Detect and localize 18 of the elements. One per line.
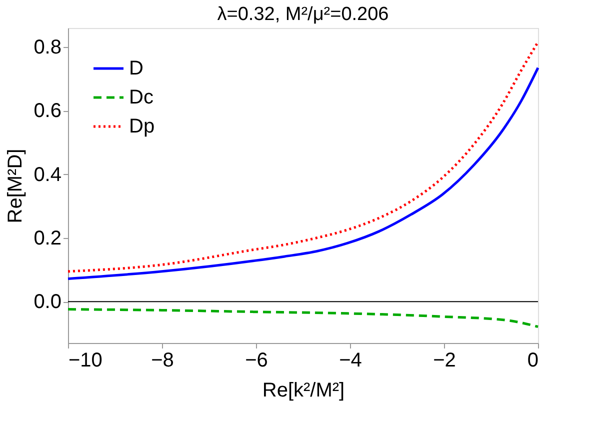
y-tick-label: 0.4 xyxy=(34,164,62,186)
y-tick-label: 0.2 xyxy=(34,228,62,250)
legend-label: D xyxy=(129,58,144,80)
y-tick-label: 0.0 xyxy=(34,291,62,314)
x-tick-label: −10 xyxy=(68,350,102,372)
chart-title: λ=0.32, M²/μ²=0.206 xyxy=(217,4,389,25)
x-tick-label: −4 xyxy=(339,350,362,372)
x-tick-label: −2 xyxy=(433,350,456,372)
x-tick-label: 0 xyxy=(527,350,538,372)
y-tick-label: 0.6 xyxy=(34,100,62,122)
legend-label: Dp xyxy=(129,116,155,138)
x-axis-title: Re[k²/M²] xyxy=(262,380,345,402)
legend-label: Dc xyxy=(129,86,154,108)
y-tick-label: 0.8 xyxy=(34,36,62,59)
line-series xyxy=(66,308,540,328)
x-tick-label: −6 xyxy=(245,350,268,372)
x-tick-label: −8 xyxy=(151,350,174,372)
y-axis-title: Re[M²D] xyxy=(4,148,27,224)
